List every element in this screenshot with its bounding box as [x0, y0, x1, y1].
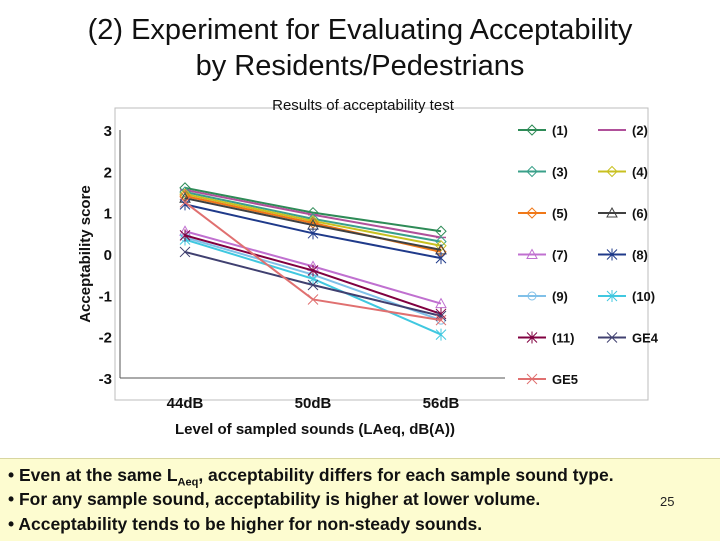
y-tick-label: -3	[99, 371, 112, 388]
x-tick-label: 50dB	[295, 395, 332, 412]
slide-title: (2) Experiment for Evaluating Acceptabil…	[0, 12, 720, 84]
series-line	[184, 197, 442, 251]
legend-label: (11)	[552, 331, 574, 346]
y-tick-label: 0	[104, 247, 112, 264]
legend-label: GE5	[552, 372, 578, 387]
legend-label: (2)	[632, 123, 648, 138]
legend-label: GE4	[632, 331, 659, 346]
data-point	[179, 229, 191, 242]
y-tick-label: 1	[104, 206, 112, 223]
legend-marker	[606, 332, 618, 343]
notes-box: • Even at the same LAeq, acceptability d…	[0, 458, 720, 541]
data-point	[307, 294, 319, 305]
legend-marker	[526, 165, 538, 178]
series-line	[184, 191, 442, 243]
legend-label: (5)	[552, 206, 568, 221]
legend-label: (1)	[552, 123, 568, 138]
legend-label: (4)	[632, 165, 648, 180]
y-tick-label: 2	[104, 164, 112, 181]
x-tick-label: 56dB	[423, 395, 460, 412]
legend-marker	[526, 207, 538, 219]
slide-title-line2: by Residents/Pedestrians	[195, 50, 525, 82]
series-line	[184, 238, 442, 336]
x-tick-label: 44dB	[167, 395, 204, 412]
legend-label: (8)	[632, 248, 648, 263]
y-axis-label: Acceptability score	[77, 185, 94, 323]
data-point	[307, 264, 319, 277]
y-tick-label: -2	[99, 330, 112, 347]
data-point	[179, 196, 191, 208]
data-point	[179, 198, 191, 211]
legend-marker	[527, 291, 537, 301]
note-line-1: • Even at the same LAeq, acceptability d…	[8, 465, 614, 489]
slide-title-line1: (2) Experiment for Evaluating Acceptabil…	[87, 14, 633, 46]
legend-marker	[606, 248, 618, 261]
legend-label: (9)	[552, 289, 568, 304]
x-axis-label: Level of sampled sounds (LAeq, dB(A))	[175, 421, 455, 438]
data-point	[435, 252, 447, 265]
data-point	[435, 297, 447, 309]
data-point	[435, 307, 447, 320]
data-point	[435, 328, 447, 341]
legend-label: (3)	[552, 165, 568, 180]
note-line-3: • Acceptability tends to be higher for n…	[8, 514, 483, 534]
data-point	[435, 314, 447, 326]
page-number: 25	[660, 494, 675, 509]
data-point	[307, 227, 319, 240]
legend-marker	[606, 206, 618, 218]
legend-marker	[526, 373, 538, 385]
legend-marker	[526, 248, 538, 259]
y-tick-label: -1	[99, 288, 112, 305]
legend-marker	[606, 290, 618, 302]
legend-marker	[526, 124, 538, 136]
series-line	[184, 186, 442, 233]
chart-title: Results of acceptability test	[272, 97, 455, 114]
legend-marker	[606, 165, 618, 178]
legend-label: (10)	[632, 289, 655, 304]
acceptability-chart: Results of acceptability test 3 2 1 0 -1 -2 -3 4…	[77, 97, 659, 438]
legend-label: (6)	[632, 206, 648, 221]
y-tick-label: 3	[104, 123, 112, 140]
data-point	[179, 246, 191, 258]
data-point	[307, 279, 319, 291]
note-line-2: • For any sample sound, acceptability is…	[8, 489, 541, 509]
chart-frame	[114, 107, 649, 401]
data-point	[435, 240, 447, 252]
legend-marker	[526, 331, 538, 344]
legend-label: (7)	[552, 248, 568, 263]
